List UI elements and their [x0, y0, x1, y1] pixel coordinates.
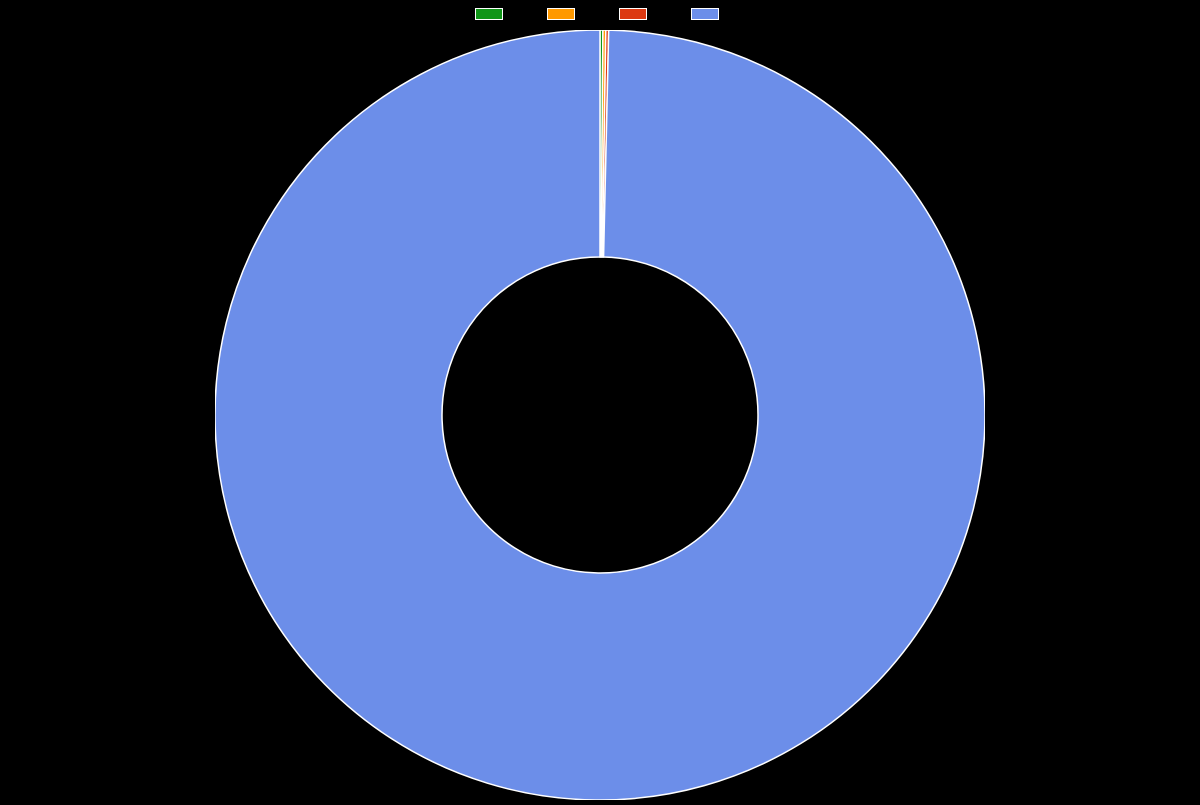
legend-item-3 [691, 8, 725, 20]
donut-svg [215, 30, 985, 800]
legend-swatch-2 [619, 8, 647, 20]
donut-slice-3 [215, 30, 985, 800]
legend-item-0 [475, 8, 509, 20]
legend-swatch-1 [547, 8, 575, 20]
legend-swatch-3 [691, 8, 719, 20]
legend-swatch-0 [475, 8, 503, 20]
donut-chart [215, 30, 985, 800]
chart-legend [475, 8, 725, 20]
legend-item-2 [619, 8, 653, 20]
legend-item-1 [547, 8, 581, 20]
